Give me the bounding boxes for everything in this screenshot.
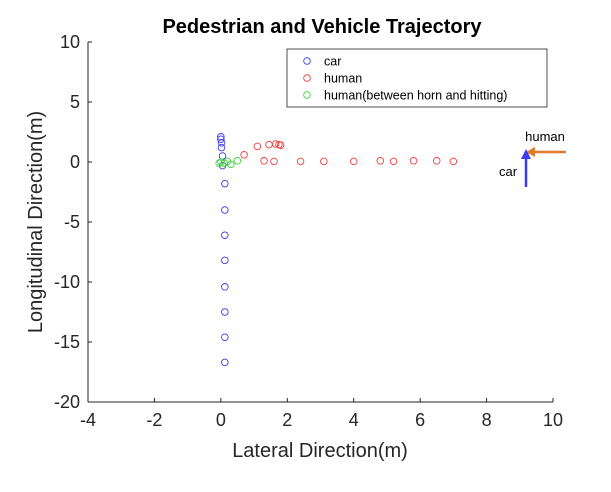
y-tick-label: 0: [70, 152, 80, 172]
data-point: [221, 358, 229, 367]
x-tick-label: 4: [349, 410, 359, 430]
legend-box: [286, 48, 548, 108]
y-tick-label: 5: [70, 92, 80, 112]
data-point: [389, 157, 398, 166]
data-point: [220, 159, 228, 167]
legend-marker: [303, 91, 311, 99]
data-point: [217, 143, 226, 152]
direction-annotations: human car: [499, 129, 566, 187]
data-point: [221, 231, 229, 239]
car-arrow-head: [521, 149, 531, 159]
data-point: [409, 157, 418, 165]
data-point: [376, 157, 385, 165]
x-tick-label: 8: [482, 410, 492, 430]
legend-label: human: [324, 72, 362, 86]
series-0-points: [217, 133, 229, 367]
y-tick-label: -5: [64, 212, 80, 232]
x-tick-label: -2: [146, 410, 162, 430]
data-point: [221, 206, 229, 214]
data-point: [433, 157, 441, 165]
data-point: [215, 159, 223, 167]
data-point: [221, 333, 229, 341]
data-point: [276, 141, 285, 149]
data-point: [217, 135, 225, 143]
human-direction-arrow: [526, 147, 566, 157]
legend-marker: [303, 57, 311, 65]
legend-label: human(between horn and hitting): [324, 89, 507, 103]
legend-label: car: [324, 55, 341, 69]
data-point: [271, 140, 280, 148]
data-point: [221, 256, 229, 265]
x-tick-label: -4: [80, 410, 96, 430]
data-point: [270, 157, 278, 166]
x-axis-label: Lateral Direction(m): [232, 440, 408, 462]
series-1-points: [240, 140, 458, 166]
data-point: [217, 158, 225, 166]
data-points: [215, 133, 458, 367]
y-tick-label: -15: [54, 332, 80, 352]
human-direction-label: human: [525, 129, 565, 144]
x-tick-label: 6: [415, 410, 425, 430]
data-point: [253, 142, 262, 151]
data-point: [449, 157, 458, 166]
y-tick-label: -20: [54, 392, 80, 412]
data-point: [240, 151, 248, 159]
chart-title: Pedestrian and Vehicle Trajectory: [162, 16, 482, 38]
car-direction-label: car: [499, 164, 518, 179]
data-point: [217, 139, 226, 147]
y-axis-label: Longitudinal Direction(m): [25, 111, 47, 333]
series-2-points: [215, 157, 242, 169]
data-point: [349, 157, 358, 166]
car-direction-arrow: [521, 149, 531, 187]
x-tick-label: 0: [216, 410, 226, 430]
x-tick-label: 10: [543, 410, 563, 430]
y-tick-label: 10: [60, 32, 80, 52]
data-point: [217, 133, 225, 141]
legend: car human human(between horn and hitting): [286, 48, 548, 108]
data-point: [233, 157, 242, 165]
data-point: [260, 157, 268, 165]
data-point: [221, 283, 229, 291]
x-tick-label: 2: [282, 410, 292, 430]
legend-marker: [303, 74, 311, 82]
data-point: [221, 308, 229, 316]
human-arrow-head: [526, 147, 535, 157]
y-tick-label: -10: [54, 272, 80, 292]
data-point: [296, 157, 305, 166]
data-point: [320, 157, 328, 166]
data-point: [221, 179, 229, 188]
